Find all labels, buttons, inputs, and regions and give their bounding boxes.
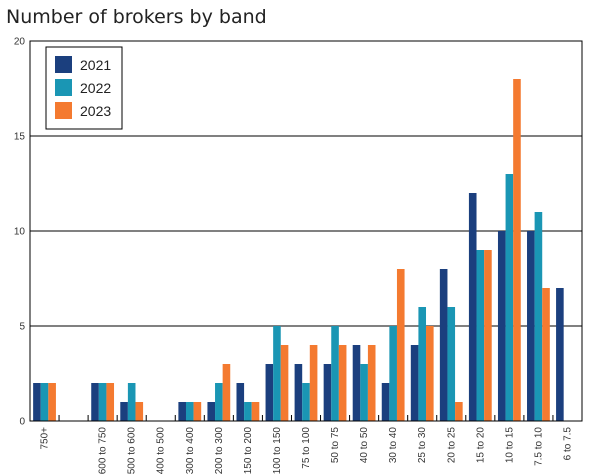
bar [251,402,260,421]
bar [265,364,274,421]
x-tick-label: 300 to 400 [185,427,196,475]
bar [222,364,231,421]
x-tick-label: 750+ [40,427,51,450]
bars [33,79,564,421]
x-tick-label: 10 to 15 [504,427,515,464]
bar [294,364,303,421]
bar [360,364,368,421]
bar [236,383,245,421]
bar [556,288,564,421]
y-tick-label: 5 [19,322,25,333]
legend-swatch [55,56,72,73]
legend: 2021 2022 2023 [45,46,123,130]
bar [527,231,535,421]
x-tick-label: 25 to 30 [417,427,428,464]
bar [468,193,477,421]
bar [367,345,376,421]
bar [244,402,252,421]
y-tick-label: 10 [14,227,26,238]
bar [48,383,56,421]
bar [410,345,419,421]
x-tick-label: 30 to 40 [388,427,399,464]
legend-swatch [55,102,72,119]
x-tick-label: 75 to 100 [301,427,312,469]
bar [381,383,390,421]
bar [273,326,281,421]
bar [455,402,463,421]
bar [396,269,405,421]
bar [323,364,332,421]
bar [207,402,216,421]
bar [185,402,194,421]
x-tick-label: 500 to 600 [127,427,138,475]
bar [513,79,521,421]
bar [426,326,434,421]
bar [505,174,514,421]
bar [302,383,310,421]
bar [338,345,347,421]
x-tick-label: 20 to 25 [446,427,457,464]
x-tick-label: 100 to 150 [272,427,283,475]
bar [193,402,202,421]
legend-label: 2022 [80,80,111,96]
legend-label: 2023 [80,103,111,119]
axes: 0 5 10 15 20 750+ 600 to 750 500 to 600 400 to 5… [14,37,583,475]
x-tick-label: 50 to 75 [330,427,341,464]
x-tick-label: 6 to 7.5 [562,427,573,461]
bar [91,383,99,421]
bar [127,383,136,421]
legend-swatch [55,79,72,96]
bar [40,383,49,421]
bar [98,383,107,421]
bar [389,326,397,421]
bar [497,231,506,421]
x-tick-label: 15 to 20 [475,427,486,464]
bar [120,402,128,421]
x-tick-label: 7.5 to 10 [533,427,544,466]
x-tick-label: 600 to 750 [98,427,109,475]
legend-label: 2021 [80,57,111,73]
bar [439,269,448,421]
bar [542,288,550,421]
bar [331,326,339,421]
bar [352,345,361,421]
x-tick-label: 40 to 50 [359,427,370,464]
bar [309,345,318,421]
bar [178,402,186,421]
bar [447,307,456,421]
bar [215,383,223,421]
y-tick-label: 0 [19,417,25,428]
y-tick-label: 20 [14,37,26,48]
bar [418,307,427,421]
bar [135,402,144,421]
bar [280,345,289,421]
x-tick-label: 400 to 500 [156,427,167,475]
bar [106,383,115,421]
bar [476,250,485,421]
plot-frame [29,40,583,422]
x-tick-label: 200 to 300 [214,427,225,475]
bar [33,383,41,421]
x-tick-label: 150 to 200 [243,427,254,475]
y-tick-label: 15 [14,132,26,143]
bar [484,250,492,421]
chart-title: Number of brokers by band [6,6,267,28]
bar [534,212,543,421]
